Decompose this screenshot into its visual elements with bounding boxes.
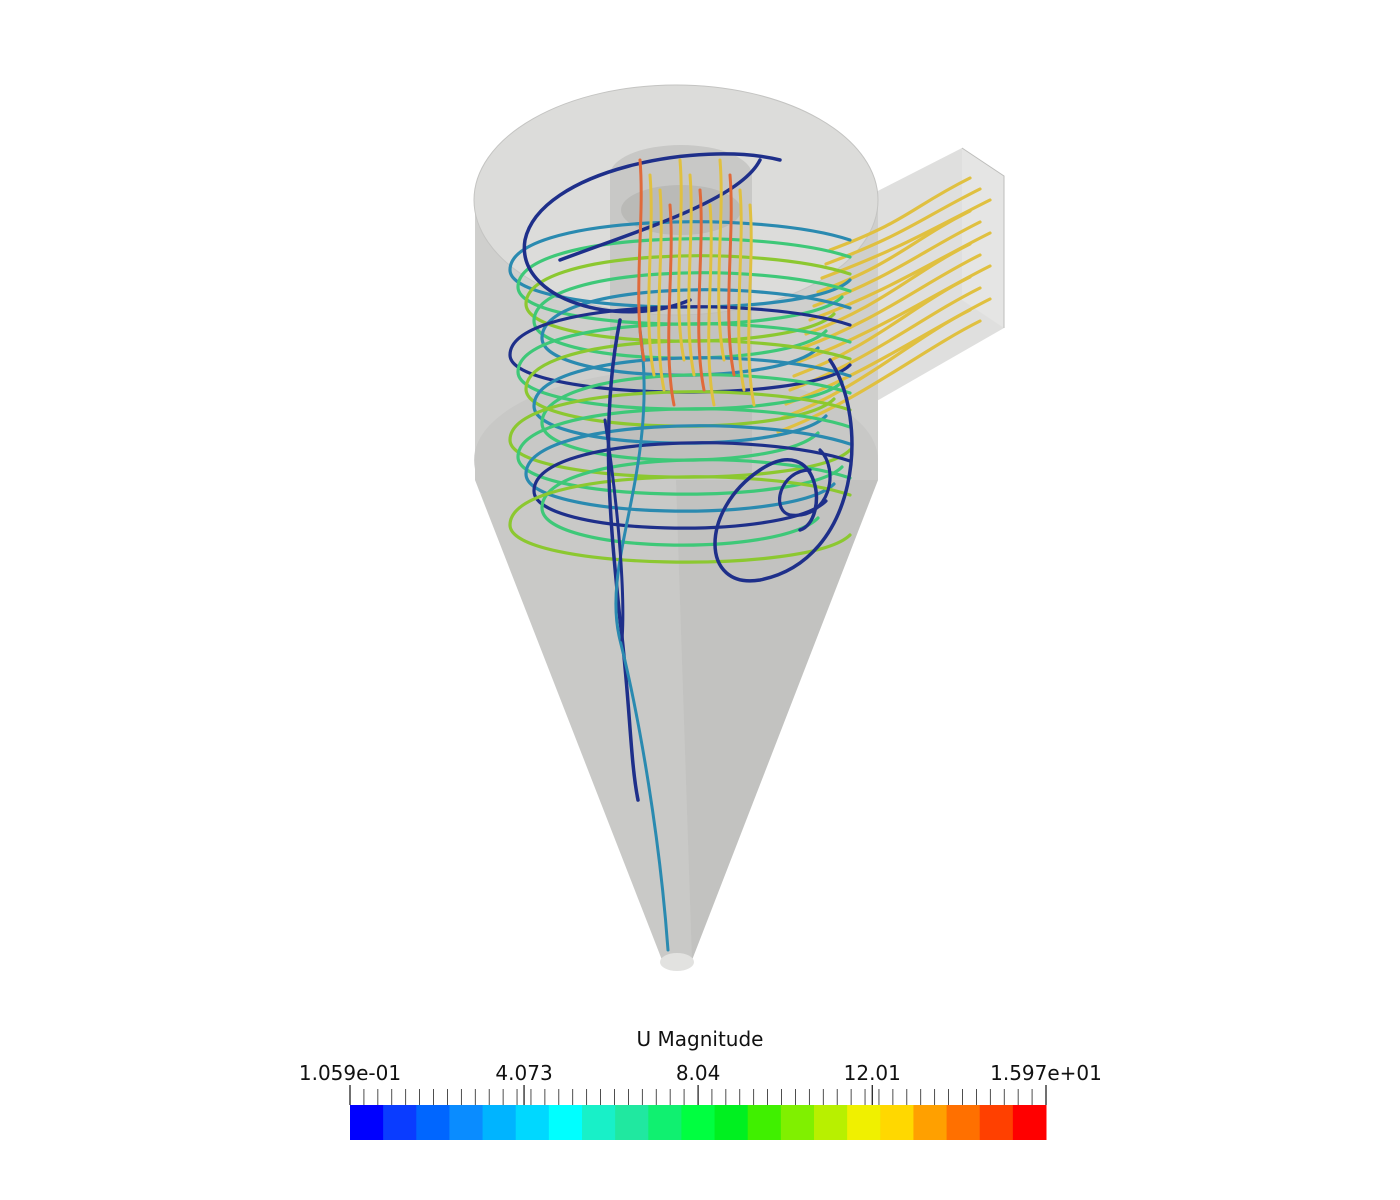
colorbar-tick-label: 1.597e+01 <box>990 1061 1102 1085</box>
colorbar-tick-label: 8.04 <box>675 1061 721 1085</box>
colorbar <box>349 1085 1047 1140</box>
colorbar-band <box>648 1105 682 1140</box>
colorbar-title: U Magnitude <box>636 1027 764 1051</box>
cyclone-render <box>473 84 1005 971</box>
swirl-streamline <box>524 339 852 428</box>
inlet-streamline <box>804 242 972 336</box>
colorbar-band <box>747 1105 782 1140</box>
inlet-streamline <box>776 319 982 434</box>
swirl-streamline <box>508 220 852 309</box>
colorbar-band <box>350 1105 384 1140</box>
colorbar-band <box>615 1105 649 1140</box>
outlet-streamline <box>737 188 746 392</box>
swirl-streamline <box>778 448 832 517</box>
swirl-streamline <box>532 441 852 530</box>
colorbar-band <box>714 1105 749 1140</box>
colorbar-band <box>515 1105 550 1140</box>
colorbar-band <box>449 1105 484 1140</box>
inlet-streamline <box>792 275 972 378</box>
colorbar-band <box>582 1105 616 1140</box>
core-streamline <box>614 328 670 952</box>
outlet-streamline <box>717 158 726 362</box>
colorbar-band <box>681 1105 716 1140</box>
inlet-streamline <box>828 176 972 252</box>
outlet-streamline <box>707 203 716 407</box>
colorbar-band <box>946 1105 981 1140</box>
colorbar-band <box>880 1105 914 1140</box>
outlet-streamline <box>677 158 686 362</box>
colorbar-band <box>979 1105 1014 1140</box>
colorbar-band <box>383 1105 417 1140</box>
outlet-streamline <box>727 173 736 377</box>
swirl-streamline <box>558 158 762 262</box>
inlet-streamline <box>816 209 972 294</box>
outlet-streamline <box>747 203 756 407</box>
colorbar-tick-label: 1.059e-01 <box>298 1061 402 1085</box>
swirl-streamline <box>540 458 852 547</box>
colorbar-tick-label: 4.073 <box>495 1061 553 1085</box>
core-streamline <box>603 418 625 642</box>
outlet-streamline <box>667 203 676 407</box>
outlet-streamline <box>657 188 666 392</box>
colorbar-band <box>847 1105 881 1140</box>
colorbar-band <box>1012 1105 1047 1140</box>
swirl-streamline <box>516 322 852 411</box>
inlet-streamline <box>812 220 982 308</box>
swirl-streamline <box>524 424 852 513</box>
cyclone-cone <box>475 460 878 971</box>
swirl-streamline <box>508 305 852 394</box>
inlet-streamline <box>824 187 982 266</box>
swirl-streamline <box>508 475 852 564</box>
outlet-streamline <box>697 188 706 392</box>
swirl-streamline <box>524 254 852 343</box>
colorbar-band <box>482 1105 517 1140</box>
colorbar-band <box>780 1105 815 1140</box>
colorbar-band <box>416 1105 450 1140</box>
inlet-streamline <box>780 308 972 420</box>
core-streamline <box>606 318 640 802</box>
streamlines <box>508 152 992 952</box>
colorbar-band <box>913 1105 948 1140</box>
outlet-streamline <box>687 173 696 377</box>
swirl-streamline <box>713 358 854 583</box>
outlet-streamline <box>637 158 646 362</box>
colorbar-tick-label: 12.01 <box>843 1061 901 1085</box>
outlet-streamline <box>647 173 656 377</box>
colorbar-band <box>814 1105 848 1140</box>
swirl-streamline <box>516 407 852 496</box>
swirl-streamline <box>522 152 782 314</box>
colorbar-band <box>548 1105 583 1140</box>
